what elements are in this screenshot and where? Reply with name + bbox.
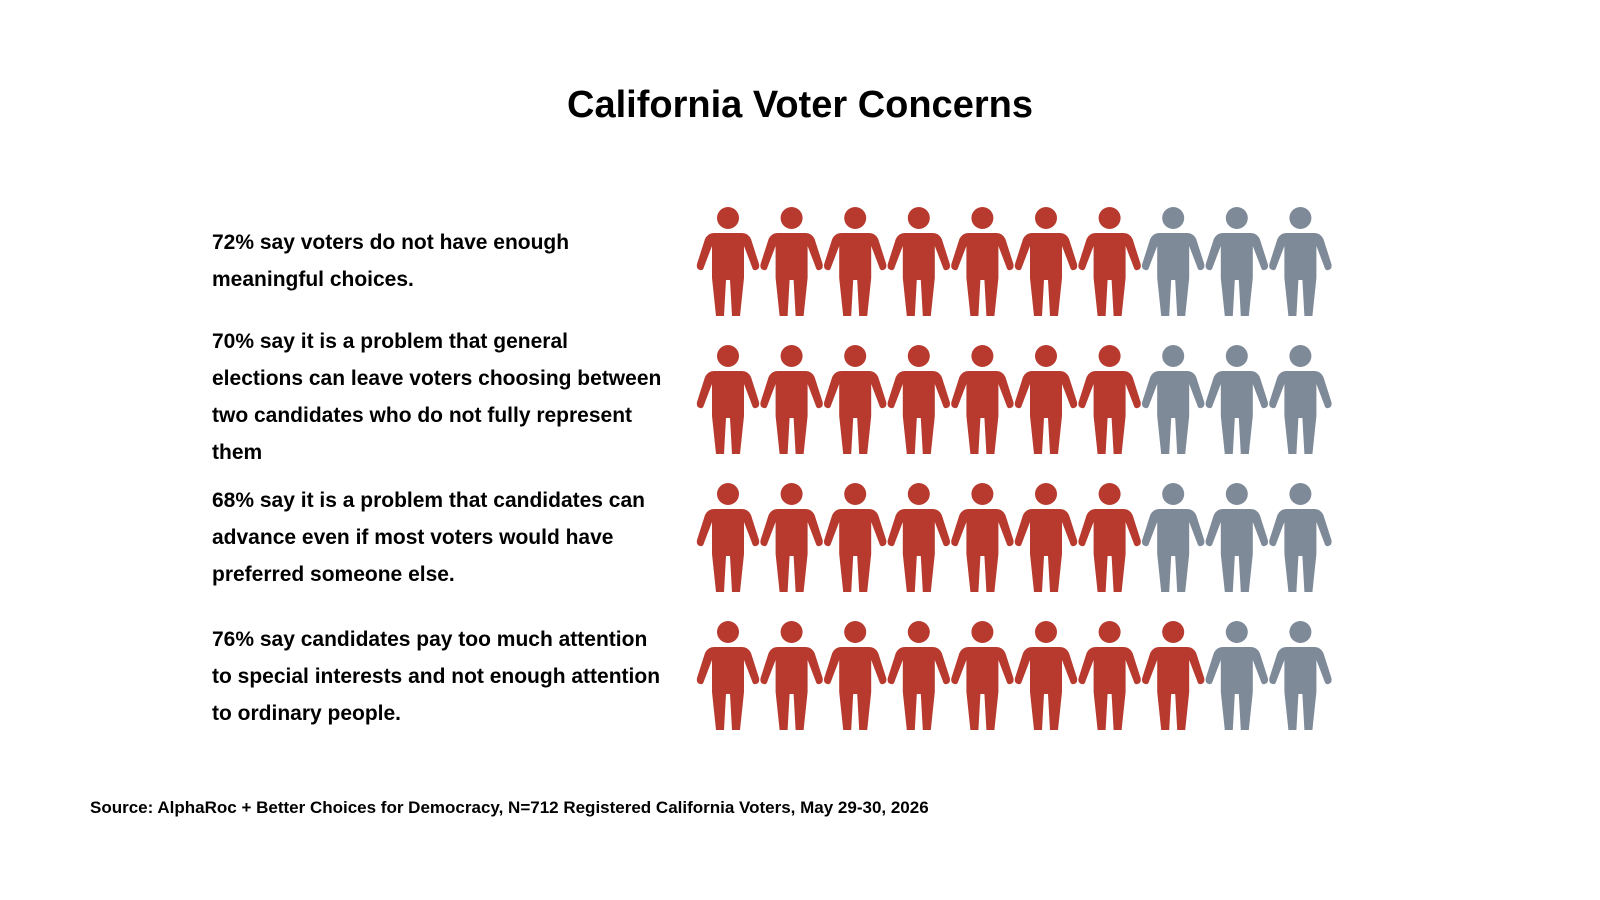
person-icon bbox=[1205, 207, 1268, 316]
person-icon bbox=[1014, 621, 1078, 730]
person-icon bbox=[951, 345, 1014, 454]
person-icon bbox=[1014, 345, 1078, 454]
statement: 72% say voters do not have enough meanin… bbox=[212, 231, 570, 291]
person-icon bbox=[887, 483, 950, 592]
person-icon bbox=[824, 483, 887, 592]
person-icon bbox=[1269, 483, 1332, 592]
person-icon bbox=[760, 345, 823, 454]
person-icon bbox=[696, 483, 760, 592]
person-icon bbox=[1142, 621, 1205, 730]
person-icon bbox=[1269, 345, 1332, 454]
person-icon bbox=[887, 345, 950, 454]
person-icon bbox=[951, 621, 1014, 730]
person-icon bbox=[1205, 621, 1268, 730]
statement: 70% say it is a problem that general ele… bbox=[212, 330, 662, 464]
person-icon bbox=[1205, 345, 1268, 454]
person-icon bbox=[760, 207, 823, 316]
person-icon bbox=[696, 621, 760, 730]
person-icon bbox=[824, 207, 887, 316]
person-icon bbox=[887, 621, 950, 730]
person-icon bbox=[1269, 621, 1332, 730]
person-icon bbox=[887, 207, 950, 316]
person-icon bbox=[696, 345, 760, 454]
person-icon bbox=[760, 483, 823, 592]
chart-title: California Voter Concerns bbox=[567, 84, 1033, 126]
person-icon bbox=[951, 483, 1014, 592]
source-note: Source: AlphaRoc + Better Choices for De… bbox=[90, 798, 929, 817]
statement: 76% say candidates pay too much attentio… bbox=[212, 628, 661, 725]
person-icon bbox=[824, 345, 887, 454]
person-icon bbox=[1269, 207, 1332, 316]
person-icon bbox=[824, 621, 887, 730]
person-icon bbox=[1142, 345, 1205, 454]
person-icon bbox=[951, 207, 1014, 316]
person-icon bbox=[1014, 483, 1078, 592]
person-icon bbox=[1078, 207, 1141, 316]
person-icon bbox=[1205, 483, 1268, 592]
statement: 68% say it is a problem that candidates … bbox=[212, 489, 645, 586]
person-icon bbox=[1014, 207, 1078, 316]
person-icon bbox=[1078, 483, 1141, 592]
person-icon bbox=[1078, 345, 1141, 454]
person-icon bbox=[696, 207, 760, 316]
person-icon bbox=[1142, 483, 1205, 592]
person-icon bbox=[760, 621, 823, 730]
person-icon bbox=[1078, 621, 1141, 730]
person-icon bbox=[1142, 207, 1205, 316]
